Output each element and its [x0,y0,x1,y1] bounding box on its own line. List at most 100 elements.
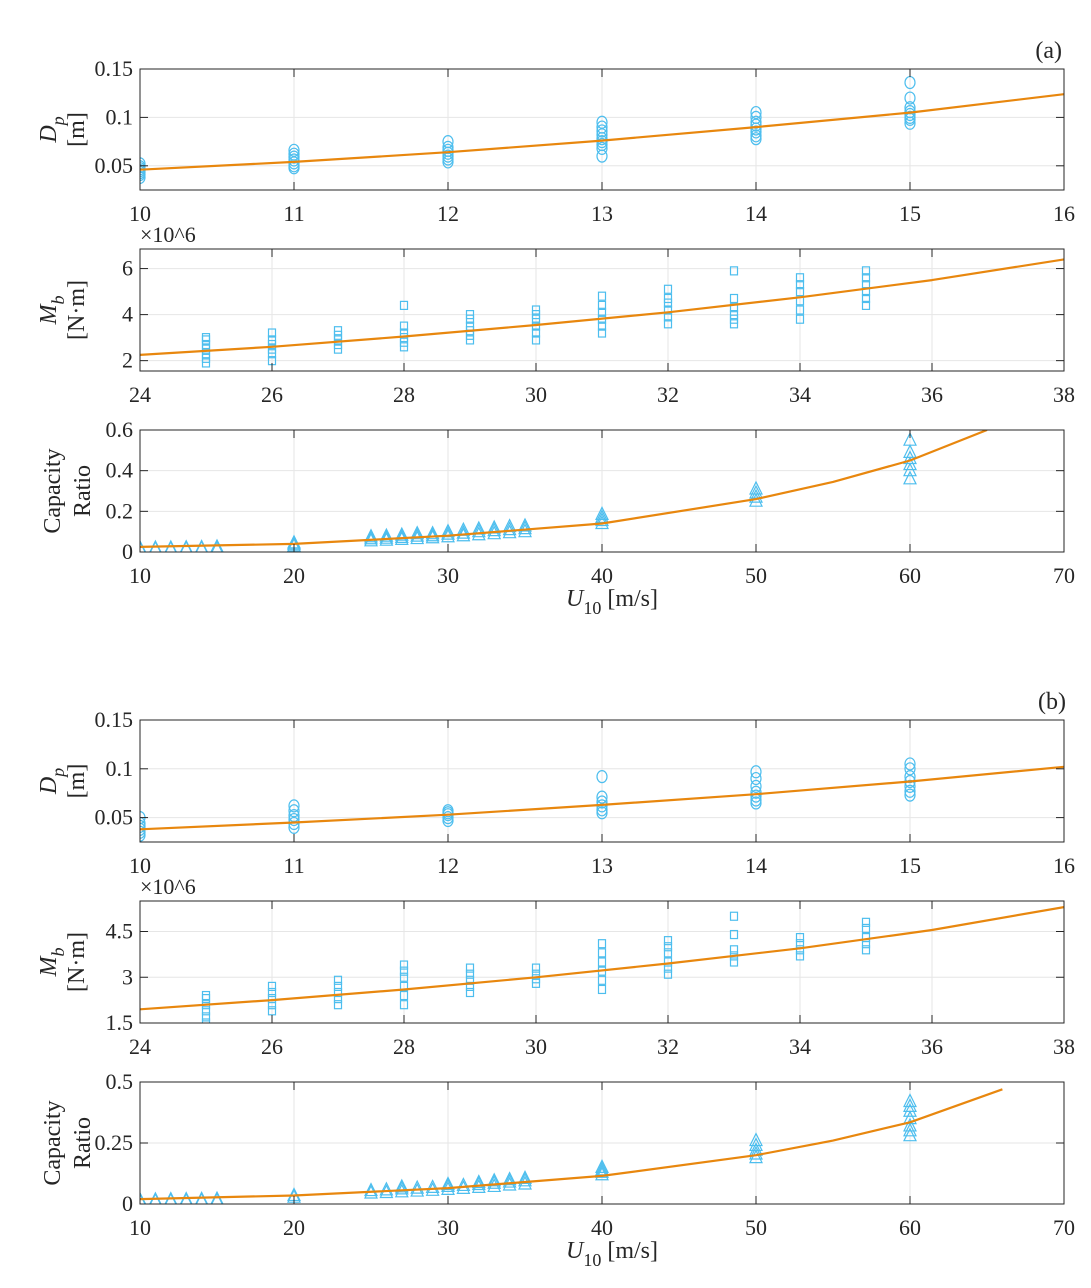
data-point-square [729,911,739,921]
y-tick-label: 3 [122,964,133,989]
data-point-square [465,969,475,979]
data-point-square [597,321,607,331]
data-point-triangle [394,1178,409,1193]
data-point-circle [750,115,762,129]
data-point-triangle [441,525,455,540]
x-tick-label: 12 [437,853,459,878]
data-point-square [861,273,871,283]
x-tick-label: 15 [899,201,921,226]
data-point-square [201,990,211,1001]
data-point-square [861,939,871,949]
data-point-square [465,314,475,324]
data-point-triangle [903,431,917,446]
data-point-square [201,993,211,1004]
data-point-square [729,266,739,276]
data-point-circle [288,147,300,161]
data-point-circle [288,804,300,818]
data-point-circle [596,795,608,809]
y-tick-label: 0.6 [106,417,134,442]
data-point-triangle [595,1159,609,1173]
data-point-square [267,993,277,1004]
data-point-triangle [471,1174,486,1189]
data-point-circle [904,101,916,115]
x-tick-label: 70 [1053,1215,1075,1240]
data-point-triangle [471,523,486,538]
x-tick-label: 13 [591,853,613,878]
plot-area [140,430,988,552]
data-point-square [201,335,211,345]
y-axis-label-unit: [N·m] [64,932,90,992]
data-point-square [861,923,871,934]
data-point-triangle [502,1171,517,1186]
y-tick-label: 0.4 [106,458,134,483]
x-tick-label: 30 [525,1034,547,1059]
y-tick-label: 0.15 [95,56,134,81]
data-point-square [597,291,607,301]
x-tick-label: 32 [657,382,679,407]
data-point-square [399,337,409,347]
y-tick-label: 0.05 [95,153,134,178]
data-point-square [729,929,739,940]
data-point-circle [596,124,608,138]
data-point-circle [442,140,454,155]
data-point-triangle [518,520,532,535]
y-axis-label: Mb[N·m] [36,932,90,992]
data-point-triangle [364,1182,378,1197]
data-point-triangle [502,521,517,536]
data-point-square [399,321,409,331]
x-tick-label: 40 [591,1215,613,1240]
plot-area [140,757,1064,842]
data-point-square [201,333,211,343]
x-tick-label: 15 [899,853,921,878]
data-point-square [597,975,607,985]
data-point-square [795,314,805,324]
data-point-square [663,319,673,329]
x-tick-label: 50 [745,563,767,588]
data-point-square [267,981,277,992]
subplot-1: 10 11 12 13 14 15 16 0.05 0.1 0.15 Dp[m] [36,56,1075,226]
data-point-triangle [471,1176,486,1191]
data-point-circle [288,812,300,827]
y-exponent-label-a: ×10^6 [140,222,196,247]
data-point-square [465,963,475,973]
data-point-triangle [903,1102,917,1117]
data-point-square [399,960,409,970]
data-point-square [597,328,607,338]
data-point-square [861,266,871,276]
data-point-circle [596,141,608,155]
data-point-square [861,300,871,310]
y-axis-label-line1: Capacity [40,1100,66,1185]
y-axis-label: Capacity Ratio [40,448,96,533]
data-point-square [861,293,871,304]
fit-line [140,430,988,548]
data-point-square [333,1000,343,1010]
data-point-square [795,951,805,961]
x-tick-label: 34 [789,1034,811,1059]
data-point-triangle [410,1179,425,1194]
y-tick-label: 0.2 [106,498,134,523]
data-point-triangle [903,1117,917,1132]
x-axis-label-unit: [m/s] [607,1238,658,1264]
axes-box [139,900,1065,1024]
data-point-triangle [410,527,425,542]
plot-area [140,906,1064,1023]
data-point-square [597,984,607,995]
data-point-square [729,945,739,955]
y-axis-label: Capacity Ratio [40,1100,96,1185]
data-point-square [795,273,805,283]
data-point-circle [596,115,608,129]
data-point-square [399,342,409,352]
data-point-circle [288,143,300,157]
data-point-triangle [379,529,394,544]
data-point-square [531,963,541,973]
panel-label-a: (a) [1035,38,1062,64]
y-axis-label: Dp[m] [36,764,90,799]
data-point-square [333,335,343,345]
data-point-circle [596,770,608,784]
y-tick-label: 0.1 [106,104,134,129]
data-point-square [267,1006,277,1016]
data-point-triangle [425,527,440,542]
x-tick-label: 38 [1053,1034,1075,1059]
